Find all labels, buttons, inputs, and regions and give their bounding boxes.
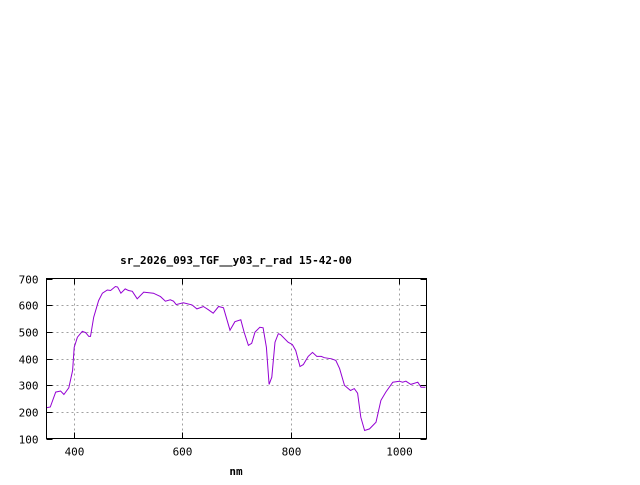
y-tick-label: 400 xyxy=(19,354,39,367)
y-tick-label: 100 xyxy=(19,434,39,447)
x-tick-label: 800 xyxy=(282,446,302,459)
x-tick-label: 400 xyxy=(65,446,85,459)
y-tick-label: 200 xyxy=(19,407,39,420)
x-tick-label: 1000 xyxy=(386,446,413,459)
grid-lines xyxy=(46,278,427,439)
plot-frame xyxy=(46,278,427,439)
y-tick-label: 500 xyxy=(19,327,39,340)
series-line xyxy=(46,285,426,432)
x-axis-label: nm xyxy=(229,465,243,478)
x-tick-label: 600 xyxy=(173,446,193,459)
chart-title: sr_2026_093_TGF__y03_r_rad 15-42-00 xyxy=(120,254,352,267)
axis-ticks xyxy=(46,278,427,440)
tick-labels: 400 600 800 1000 100 200 300 400 500 600 700 xyxy=(19,274,413,459)
y-tick-label: 600 xyxy=(19,300,39,313)
y-tick-label: 300 xyxy=(19,380,39,393)
y-tick-label: 700 xyxy=(19,274,39,287)
